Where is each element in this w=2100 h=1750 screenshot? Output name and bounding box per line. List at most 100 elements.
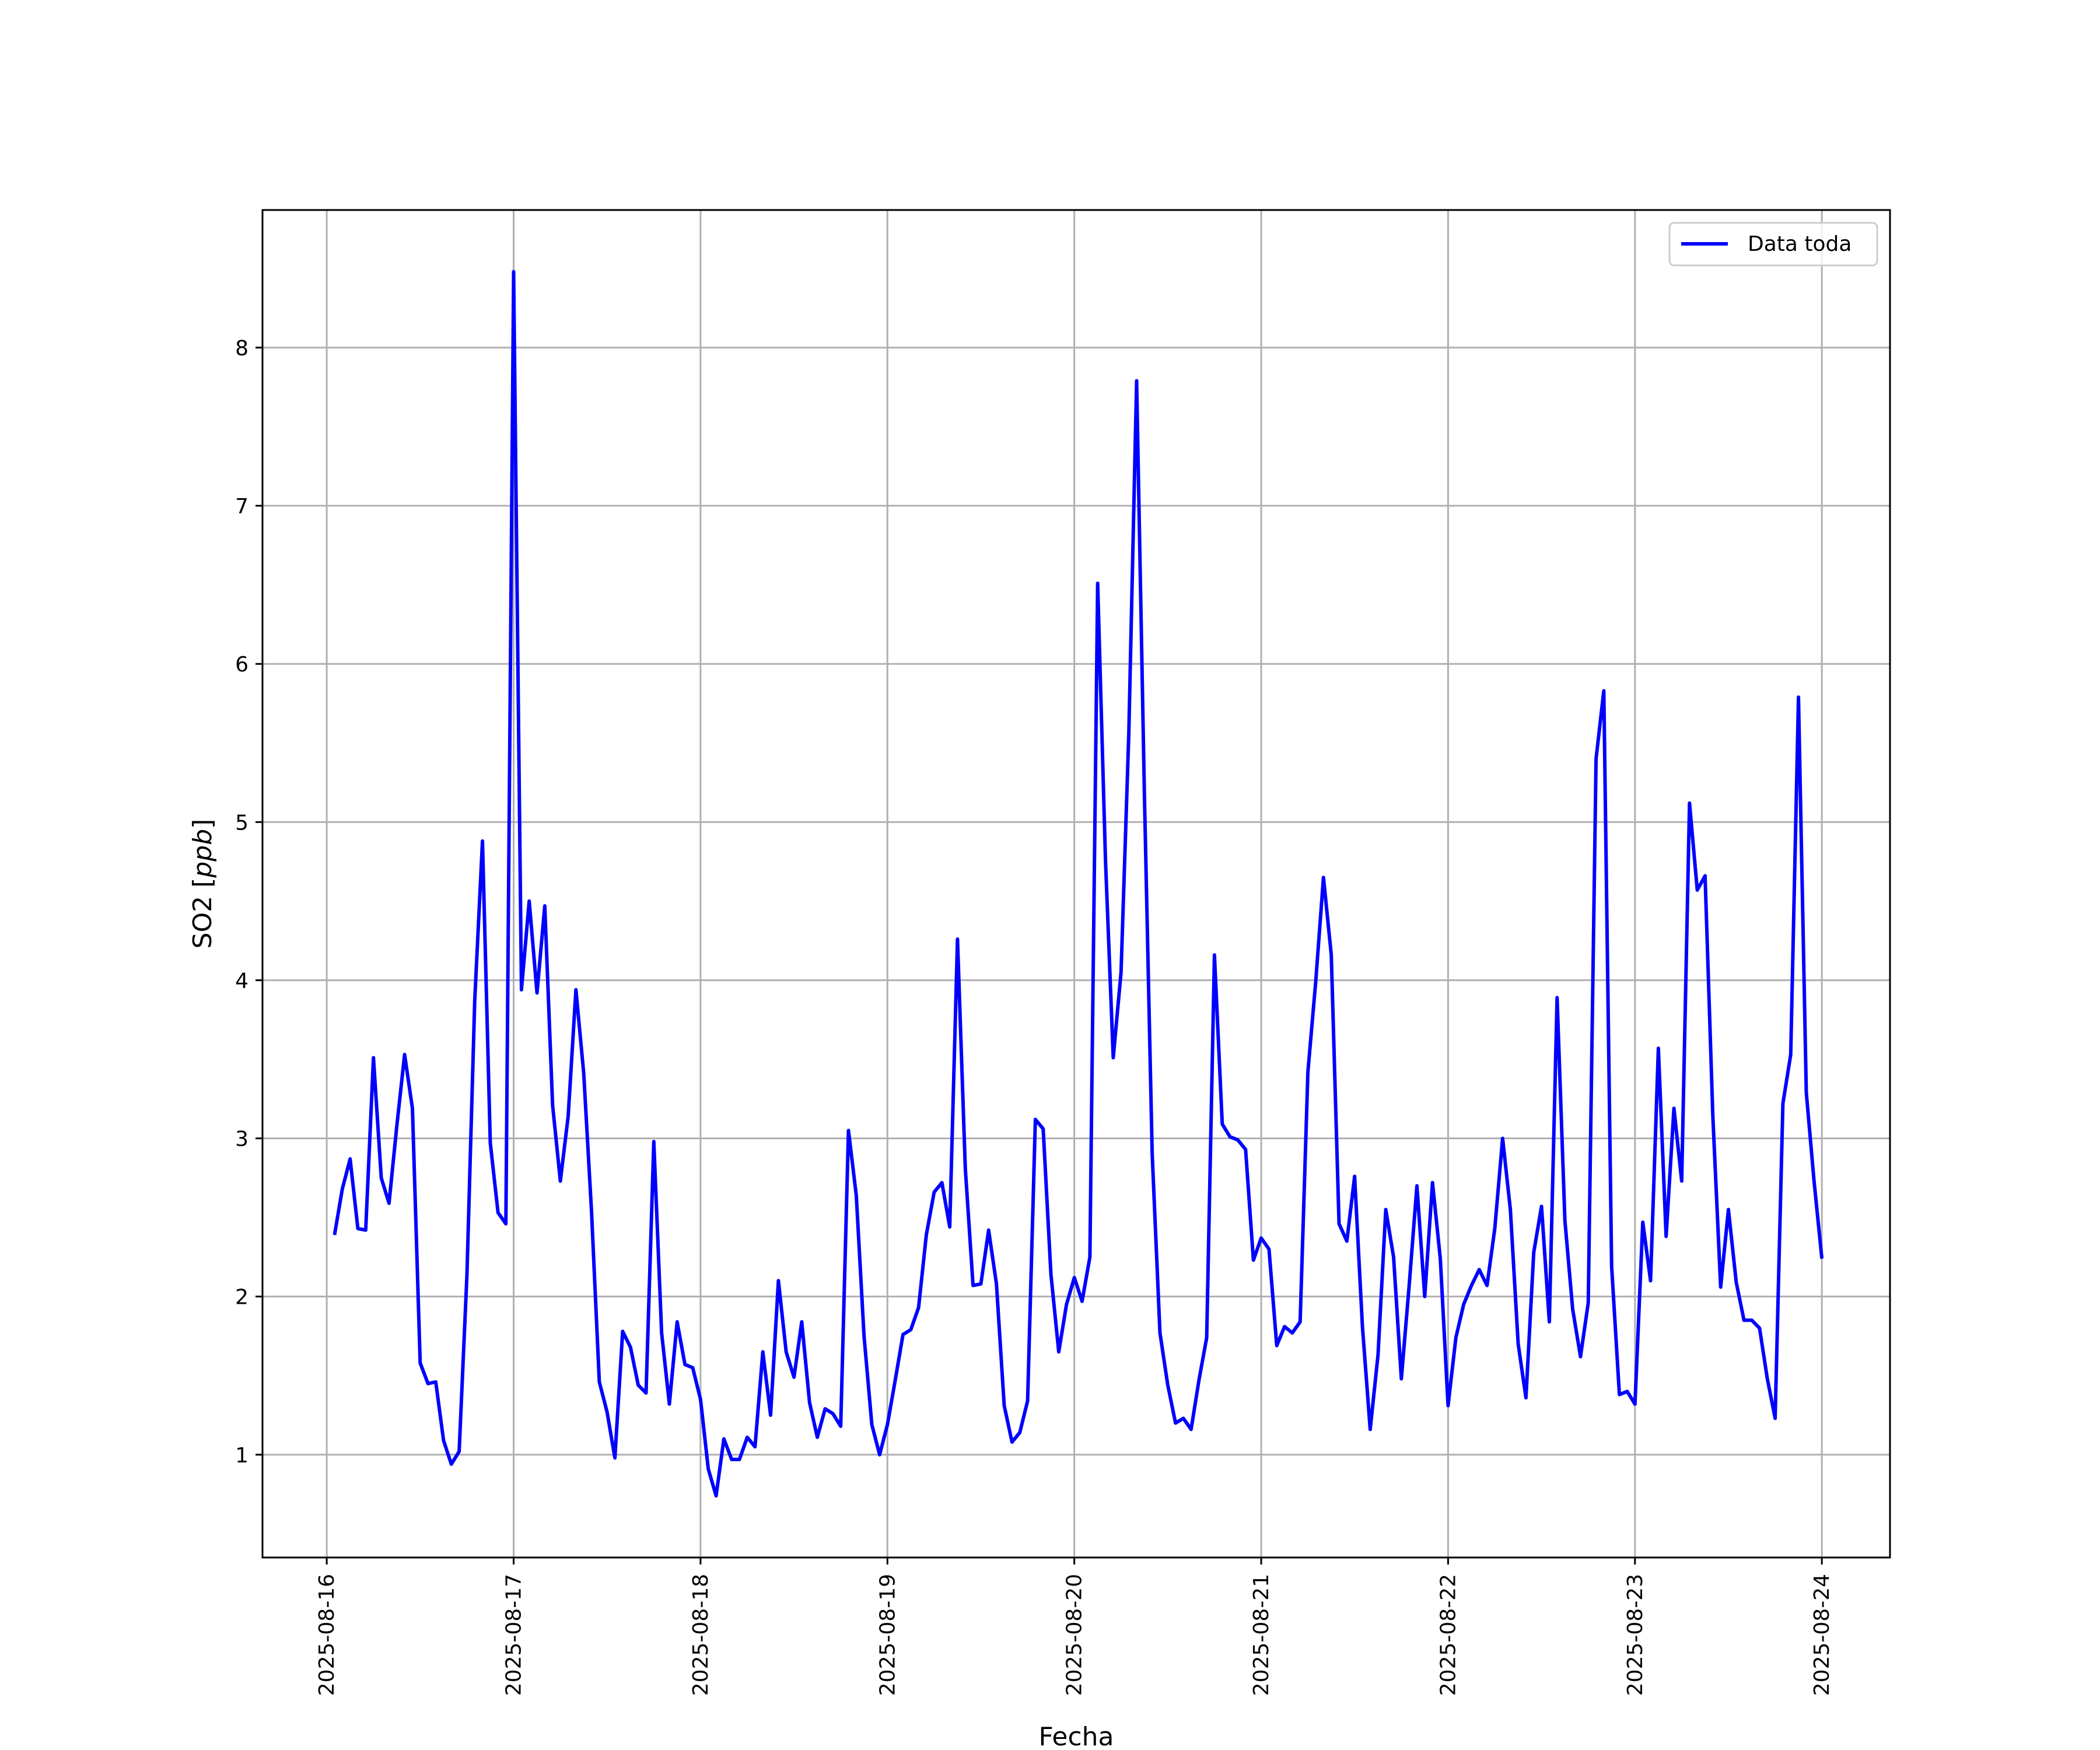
data-point xyxy=(1315,981,1317,983)
data-point xyxy=(1128,733,1130,734)
data-point xyxy=(645,1392,647,1394)
data-point xyxy=(708,1468,709,1470)
data-point xyxy=(1050,1273,1052,1275)
data-point xyxy=(1034,1119,1036,1120)
x-tick-label: 2025-08-20 xyxy=(1063,1574,1087,1696)
data-point xyxy=(793,1376,795,1378)
data-point xyxy=(1720,1286,1721,1288)
data-point xyxy=(1089,1256,1091,1258)
data-point xyxy=(349,1158,351,1160)
data-point xyxy=(1494,1228,1496,1230)
data-point xyxy=(544,905,545,907)
data-point xyxy=(1486,1284,1488,1286)
data-point xyxy=(341,1188,343,1190)
data-point xyxy=(840,1426,842,1427)
data-point xyxy=(785,1351,787,1353)
data-point xyxy=(1665,1236,1667,1237)
data-point xyxy=(1182,1418,1184,1419)
data-point xyxy=(1261,1237,1262,1239)
data-point xyxy=(1696,889,1698,891)
data-point xyxy=(1292,1332,1293,1334)
data-point xyxy=(1432,1182,1433,1184)
data-point xyxy=(1798,696,1800,698)
data-point xyxy=(1642,1222,1644,1223)
data-point xyxy=(1564,1220,1566,1222)
y-tick-label: 2 xyxy=(235,1286,249,1310)
data-point xyxy=(1198,1380,1200,1381)
data-point xyxy=(957,938,958,940)
data-point xyxy=(1252,1259,1254,1261)
data-point xyxy=(817,1436,818,1438)
data-point xyxy=(1338,1223,1340,1224)
data-point xyxy=(1478,1269,1480,1270)
data-point xyxy=(1152,1153,1153,1155)
data-point xyxy=(1619,1394,1620,1395)
y-tick-label: 3 xyxy=(235,1128,249,1152)
data-point xyxy=(575,989,577,991)
data-point xyxy=(1471,1284,1472,1286)
data-point xyxy=(1299,1321,1301,1322)
data-point xyxy=(926,1234,927,1236)
data-point xyxy=(1455,1337,1457,1339)
data-point xyxy=(878,1454,880,1455)
data-point xyxy=(1058,1351,1059,1353)
data-point xyxy=(1206,1337,1208,1339)
legend-box xyxy=(1668,222,1878,267)
y-axis-title-main: SO2 xyxy=(188,888,218,949)
data-point xyxy=(435,1381,436,1382)
data-point xyxy=(964,1168,966,1169)
data-point xyxy=(1751,1320,1753,1321)
y-tick-label: 8 xyxy=(235,337,249,360)
x-tick-label: 2025-08-17 xyxy=(502,1574,526,1696)
y-axis: 1 2 3 4 5 6 7 8 xyxy=(235,337,262,1468)
data-point xyxy=(941,1182,943,1184)
data-point xyxy=(715,1495,717,1497)
y-tick-label: 7 xyxy=(235,495,249,519)
data-point xyxy=(598,1381,600,1382)
x-tick-label: 2025-08-16 xyxy=(315,1574,339,1696)
data-point xyxy=(1626,1391,1628,1392)
data-point xyxy=(1743,1320,1745,1321)
data-point xyxy=(1813,1180,1815,1182)
data-point xyxy=(513,271,514,272)
data-point xyxy=(622,1331,624,1332)
data-point xyxy=(1268,1248,1270,1250)
data-point xyxy=(380,1177,382,1179)
data-point xyxy=(474,1000,475,1002)
data-point xyxy=(1782,1102,1784,1104)
data-point xyxy=(1541,1206,1542,1208)
data-point xyxy=(489,1142,491,1144)
data-point xyxy=(1447,1405,1449,1406)
data-point xyxy=(1136,380,1138,382)
data-point xyxy=(1143,793,1145,794)
data-point xyxy=(1533,1251,1535,1253)
data-point xyxy=(1408,1284,1410,1286)
data-point xyxy=(1821,1258,1823,1259)
data-point xyxy=(591,1210,592,1212)
data-point xyxy=(653,1140,654,1142)
data-point xyxy=(855,1195,857,1196)
data-point xyxy=(668,1404,670,1405)
data-point xyxy=(1556,997,1558,999)
data-point xyxy=(1704,875,1706,877)
data-point xyxy=(568,1115,569,1117)
y-tick-label: 4 xyxy=(235,969,249,993)
data-point xyxy=(1463,1304,1465,1306)
data-point xyxy=(1650,1280,1651,1282)
data-point xyxy=(629,1346,631,1348)
data-point xyxy=(1603,690,1605,692)
data-point xyxy=(684,1364,686,1366)
data-point xyxy=(1284,1326,1286,1328)
data-point xyxy=(1322,877,1324,878)
data-point xyxy=(1657,1048,1659,1049)
data-point xyxy=(1307,1071,1309,1073)
data-point xyxy=(505,1223,507,1224)
data-point xyxy=(1385,1209,1387,1210)
data-point xyxy=(1213,954,1215,956)
data-point xyxy=(1580,1356,1581,1357)
series-layer xyxy=(332,270,1824,1498)
data-point xyxy=(988,1229,989,1231)
data-point xyxy=(419,1362,421,1364)
data-point xyxy=(583,1073,584,1074)
